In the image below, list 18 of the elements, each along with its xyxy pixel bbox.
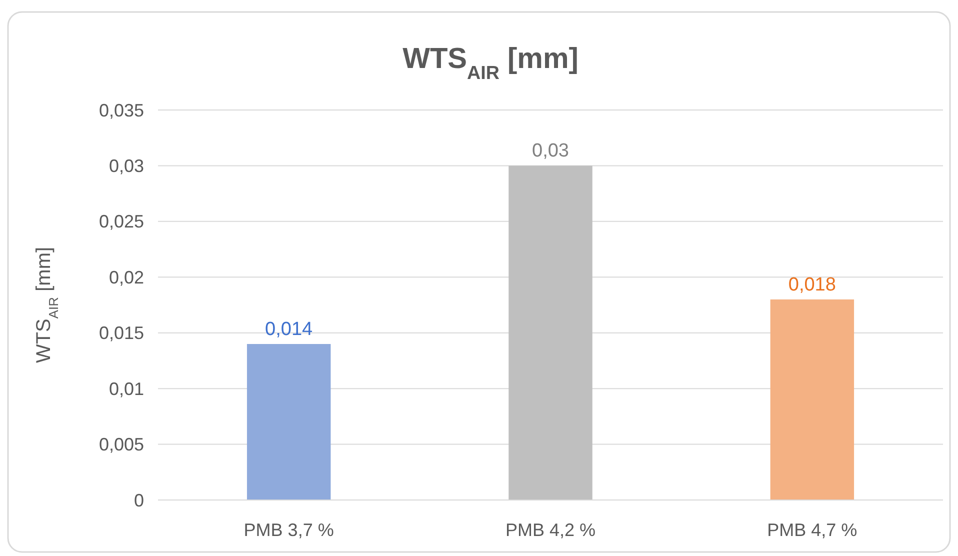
y-tick-label: 0,035	[98, 100, 144, 120]
bar	[770, 299, 854, 500]
y-tick-label: 0	[134, 490, 144, 510]
bar	[508, 166, 592, 500]
data-label: 0,018	[788, 274, 836, 296]
chart-title: WTS$_{AIR}$ [mm]	[402, 43, 578, 82]
x-tick-label: PMB 4,7 %	[767, 520, 858, 540]
x-tick-label: PMB 4,2 %	[505, 520, 596, 540]
y-tick-label: 0,01	[108, 378, 144, 399]
y-tick-label: 0,025	[98, 212, 144, 232]
y-tick-label: 0,03	[108, 156, 144, 176]
y-tick-label: 0,02	[108, 267, 144, 288]
y-tick-label: 0,015	[98, 323, 144, 344]
y-tick-label: 0,005	[98, 434, 144, 455]
data-label: 0,03	[532, 140, 569, 162]
bar	[246, 344, 331, 500]
x-tick-label: PMB 3,7 %	[244, 520, 334, 540]
data-label: 0,014	[265, 319, 314, 340]
